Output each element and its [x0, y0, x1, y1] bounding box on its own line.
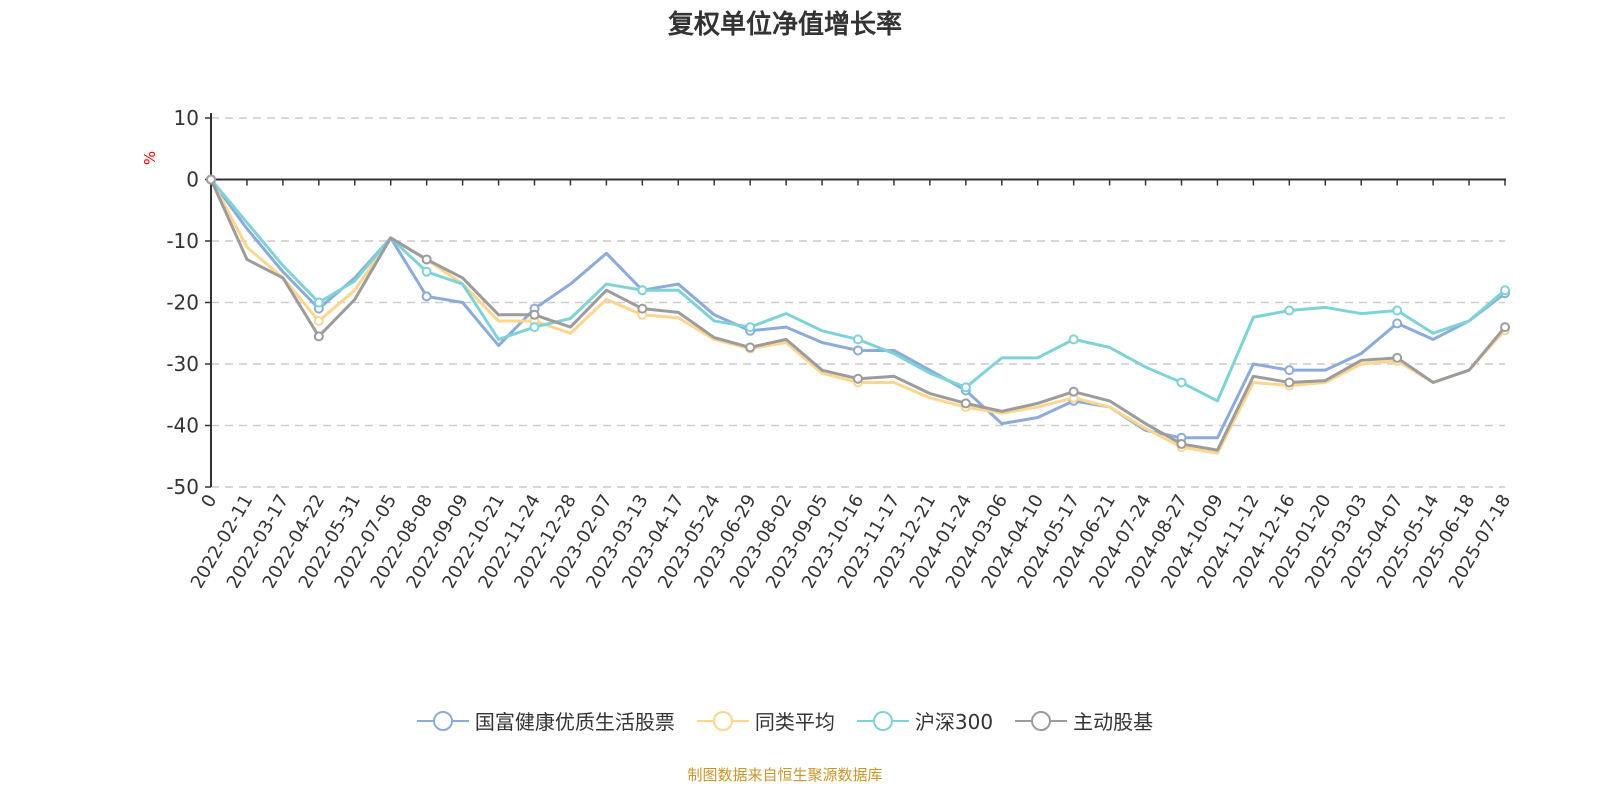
data-point — [745, 342, 756, 353]
legend-item[interactable]: 沪深300 — [856, 706, 994, 735]
data-point — [853, 334, 863, 345]
legend-item[interactable]: 主动股基 — [1015, 706, 1153, 735]
data-point — [313, 297, 324, 308]
data-point — [1500, 322, 1510, 333]
source-note: 制图数据来自恒生聚源数据库 — [687, 766, 883, 784]
data-point — [1500, 285, 1510, 296]
data-point — [853, 373, 863, 384]
y-tick-label: -50 — [166, 475, 199, 499]
data-point — [206, 174, 216, 185]
series-2 — [206, 174, 1510, 403]
y-tick-label: 0 — [186, 168, 199, 192]
data-point — [421, 254, 432, 265]
data-point — [637, 303, 648, 314]
series-line — [209, 178, 1506, 403]
data-point — [745, 322, 756, 333]
y-axis-unit-label: % — [141, 151, 159, 165]
legend-line-circle-icon — [1015, 710, 1068, 731]
data-point — [1392, 305, 1403, 316]
data-point — [1284, 365, 1295, 376]
data-point — [1176, 438, 1187, 449]
series-1 — [206, 174, 1510, 455]
data-point — [313, 315, 324, 326]
data-point — [421, 266, 432, 277]
data-point — [421, 291, 432, 302]
legend-label: 沪深300 — [914, 710, 994, 734]
data-point — [1176, 377, 1187, 388]
data-point — [1284, 305, 1295, 316]
series-line — [209, 178, 1507, 455]
data-point — [1068, 386, 1079, 397]
data-point — [313, 331, 324, 342]
y-tick-label: -20 — [166, 291, 199, 315]
data-point — [960, 398, 971, 409]
legend-label: 国富健康优质生活股票 — [474, 710, 675, 734]
x-tick-label: 0 — [197, 491, 221, 511]
y-tick-label: 10 — [174, 106, 199, 130]
data-point — [1392, 318, 1403, 329]
legend-label: 主动股基 — [1073, 710, 1154, 734]
series-line — [209, 178, 1507, 452]
legend-line-circle-icon — [696, 710, 749, 731]
y-tick-label: -30 — [166, 352, 199, 376]
legend-item[interactable]: 国富健康优质生活股票 — [416, 706, 675, 735]
data-point — [1392, 352, 1403, 363]
series-3 — [206, 174, 1510, 452]
data-point — [853, 345, 863, 356]
data-point — [1284, 377, 1295, 388]
legend-item[interactable]: 同类平均 — [696, 706, 835, 735]
y-tick-label: -40 — [166, 414, 199, 438]
legend-line-circle-icon — [856, 710, 909, 731]
data-point — [637, 285, 648, 296]
data-point — [960, 382, 971, 393]
chart-title: 复权单位净值增长率 — [667, 10, 902, 40]
legend-label: 同类平均 — [754, 710, 835, 734]
y-tick-label: -10 — [166, 229, 199, 253]
data-point — [529, 309, 540, 320]
data-point — [1068, 334, 1079, 345]
data-point — [529, 322, 540, 333]
legend-line-circle-icon — [416, 710, 469, 731]
legend: 国富健康优质生活股票 同类平均 沪深300 主动股基 — [0, 706, 1570, 735]
